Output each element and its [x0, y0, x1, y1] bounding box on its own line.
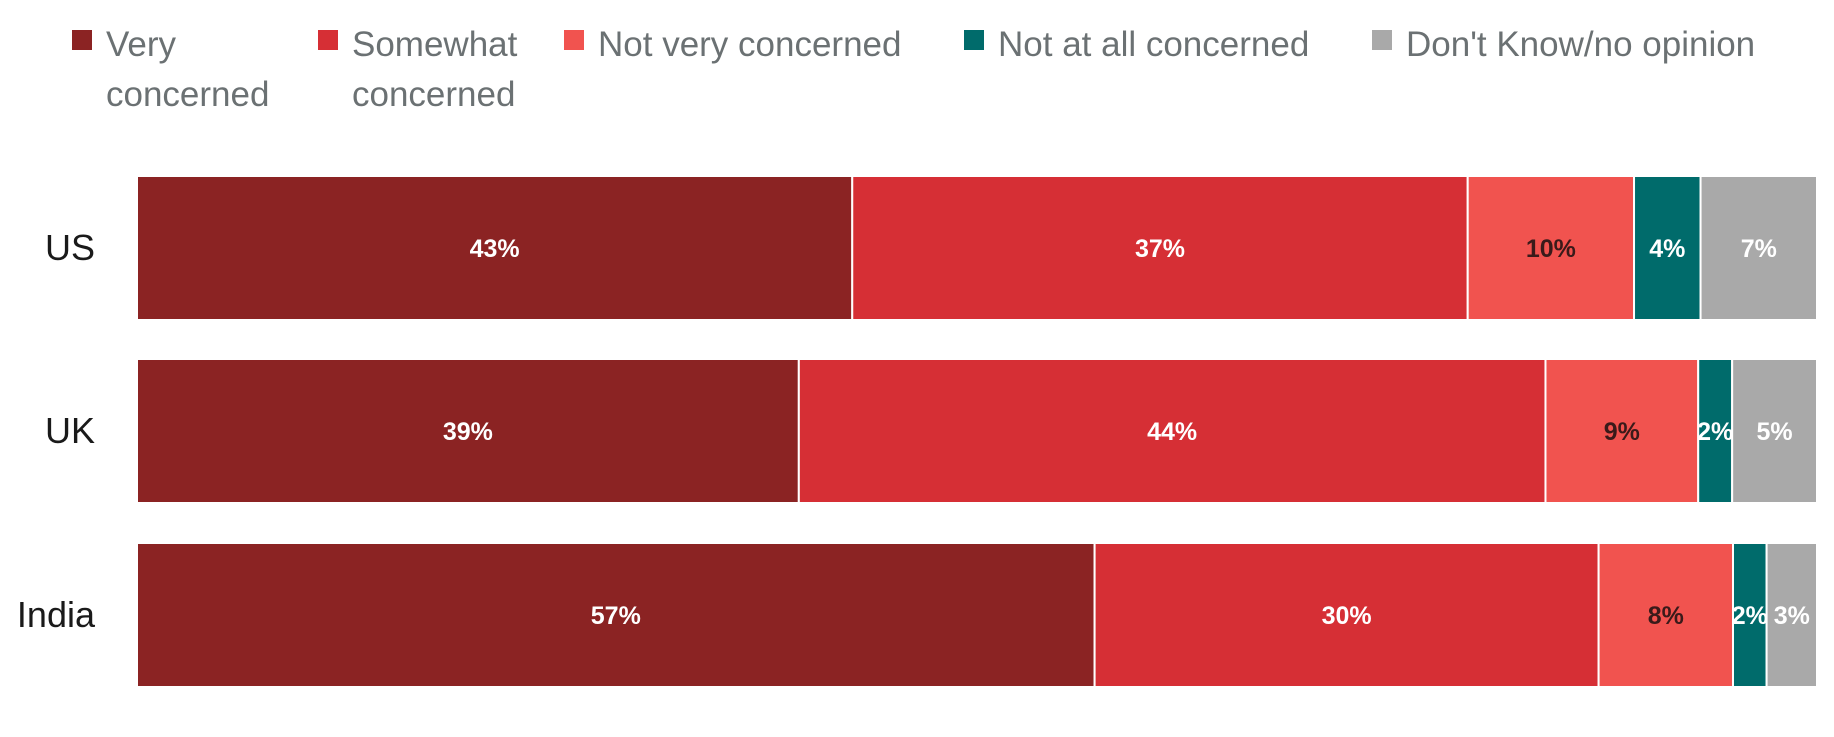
data-label-uk-somewhat-concerned: 44%: [1147, 418, 1197, 446]
bar-uk-very-concerned: [136, 358, 800, 504]
legend: Very concerned Somewhat concerned Not very c…: [72, 25, 1755, 114]
data-label-india-somewhat-concerned: 30%: [1322, 602, 1372, 630]
legend-swatch-very-concerned: [72, 30, 92, 50]
legend-label-not-very-concerned: Not very concerned: [598, 25, 901, 64]
category-label-uk: UK: [45, 410, 95, 451]
legend-item-not-very-concerned: Not very concerned: [564, 25, 901, 64]
bars: [136, 175, 1818, 688]
data-label-us-somewhat-concerned: 37%: [1135, 235, 1185, 263]
data-label-india-not-at-all-concerned: 2%: [1732, 602, 1768, 630]
legend-label-not-at-all-concerned: Not at all concerned: [998, 25, 1309, 64]
data-label-us-not-at-all-concerned: 4%: [1649, 235, 1685, 263]
bar-us-somewhat-concerned: [851, 175, 1469, 321]
category-label-us: US: [45, 227, 95, 268]
bar-uk-don-t-know-no-opinion: [1731, 358, 1818, 504]
legend-swatch-not-very-concerned: [564, 30, 584, 50]
data-label-uk-not-at-all-concerned: 2%: [1697, 418, 1733, 446]
category-axis: US UK India: [17, 227, 96, 635]
legend-label-somewhat-concerned: Somewhat concerned: [352, 25, 518, 114]
data-label-us-don-t-know-no-opinion: 7%: [1741, 235, 1777, 263]
data-label-uk-don-t-know-no-opinion: 5%: [1757, 418, 1793, 446]
legend-item-don-t-know-no-opinion: Don't Know/no opinion: [1372, 25, 1755, 64]
data-label-india-don-t-know-no-opinion: 3%: [1774, 602, 1810, 630]
bar-us-don-t-know-no-opinion: [1699, 175, 1818, 321]
data-label-uk-very-concerned: 39%: [443, 418, 493, 446]
data-label-uk-not-very-concerned: 9%: [1604, 418, 1640, 446]
bar-uk-not-at-all-concerned: [1697, 358, 1734, 504]
data-label-india-not-very-concerned: 8%: [1648, 602, 1684, 630]
legend-label-very-concerned: Very concerned: [106, 25, 269, 114]
bar-india-somewhat-concerned: [1093, 542, 1600, 688]
bar-us-very-concerned: [136, 175, 854, 321]
bar-us-not-very-concerned: [1466, 175, 1636, 321]
data-label-us-very-concerned: 43%: [470, 235, 520, 263]
data-labels: 43% 37% 10% 4% 7%39% 44% 9% 2% 5%57% 30% 8% 2% 3%: [443, 235, 1810, 630]
category-label-india: India: [17, 594, 96, 635]
bar-uk-not-very-concerned: [1544, 358, 1700, 504]
legend-swatch-don-t-know-no-opinion: [1372, 30, 1392, 50]
bar-india-not-at-all-concerned: [1732, 542, 1768, 688]
legend-item-somewhat-concerned: Somewhat concerned: [318, 25, 518, 114]
legend-swatch-somewhat-concerned: [318, 30, 338, 50]
bar-uk-somewhat-concerned: [797, 358, 1547, 504]
legend-swatch-not-at-all-concerned: [964, 30, 984, 50]
data-label-india-very-concerned: 57%: [591, 602, 641, 630]
data-label-us-not-very-concerned: 10%: [1526, 235, 1576, 263]
legend-item-not-at-all-concerned: Not at all concerned: [964, 25, 1309, 64]
legend-item-very-concerned: Very concerned: [72, 25, 269, 114]
bar-india-don-t-know-no-opinion: [1765, 542, 1818, 688]
bar-india-not-very-concerned: [1597, 542, 1734, 688]
legend-label-don-t-know-no-opinion: Don't Know/no opinion: [1406, 25, 1755, 64]
